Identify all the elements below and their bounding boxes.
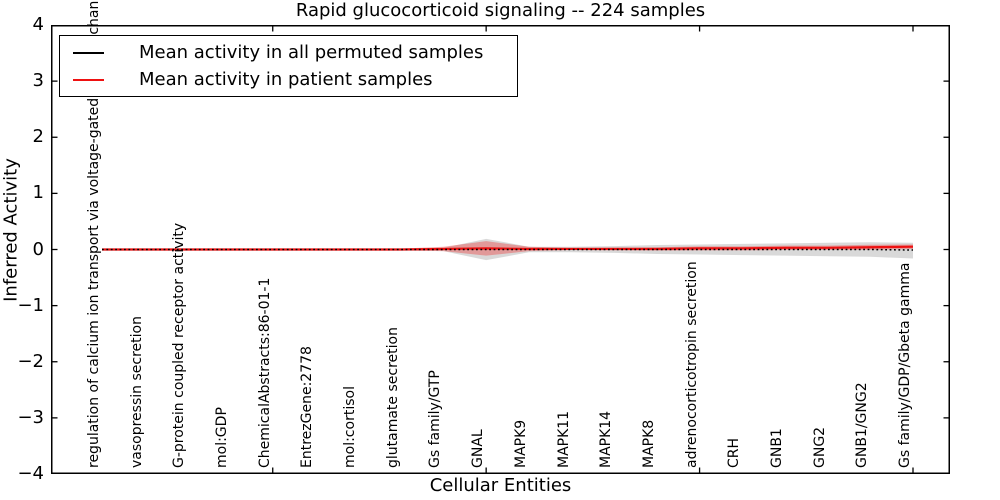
- y-tick-label: 4: [32, 14, 44, 35]
- legend-row-permuted: Mean activity in all permuted samples: [60, 39, 517, 66]
- chart-title: Rapid glucocorticoid signaling -- 224 sa…: [295, 0, 706, 21]
- legend: Mean activity in all permuted samples Me…: [59, 35, 518, 97]
- permuted-line-swatch: [73, 51, 104, 54]
- permuted-mean-line: [102, 248, 914, 251]
- y-tick-label: −4: [17, 463, 44, 484]
- axes-frame: [51, 25, 950, 474]
- y-axis-label: Inferred Activity: [0, 158, 22, 302]
- legend-label-patient: Mean activity in patient samples: [139, 69, 433, 90]
- patient-mean-line: [102, 245, 914, 251]
- plot-area: [51, 25, 950, 474]
- legend-row-patient: Mean activity in patient samples: [60, 66, 517, 93]
- y-tick-label: 0: [32, 238, 44, 260]
- legend-label-permuted: Mean activity in all permuted samples: [139, 42, 484, 63]
- patient-line-swatch: [73, 78, 104, 81]
- y-tick-label: −1: [17, 294, 44, 316]
- x-axis-label: Cellular Entities: [429, 475, 572, 496]
- y-tick-label: −2: [17, 350, 44, 372]
- chart-canvas: [51, 25, 950, 474]
- y-tick-label: 2: [32, 126, 44, 148]
- y-tick-label: 3: [32, 70, 44, 92]
- y-tick-label: −3: [17, 406, 44, 428]
- y-tick-label: 1: [32, 182, 44, 204]
